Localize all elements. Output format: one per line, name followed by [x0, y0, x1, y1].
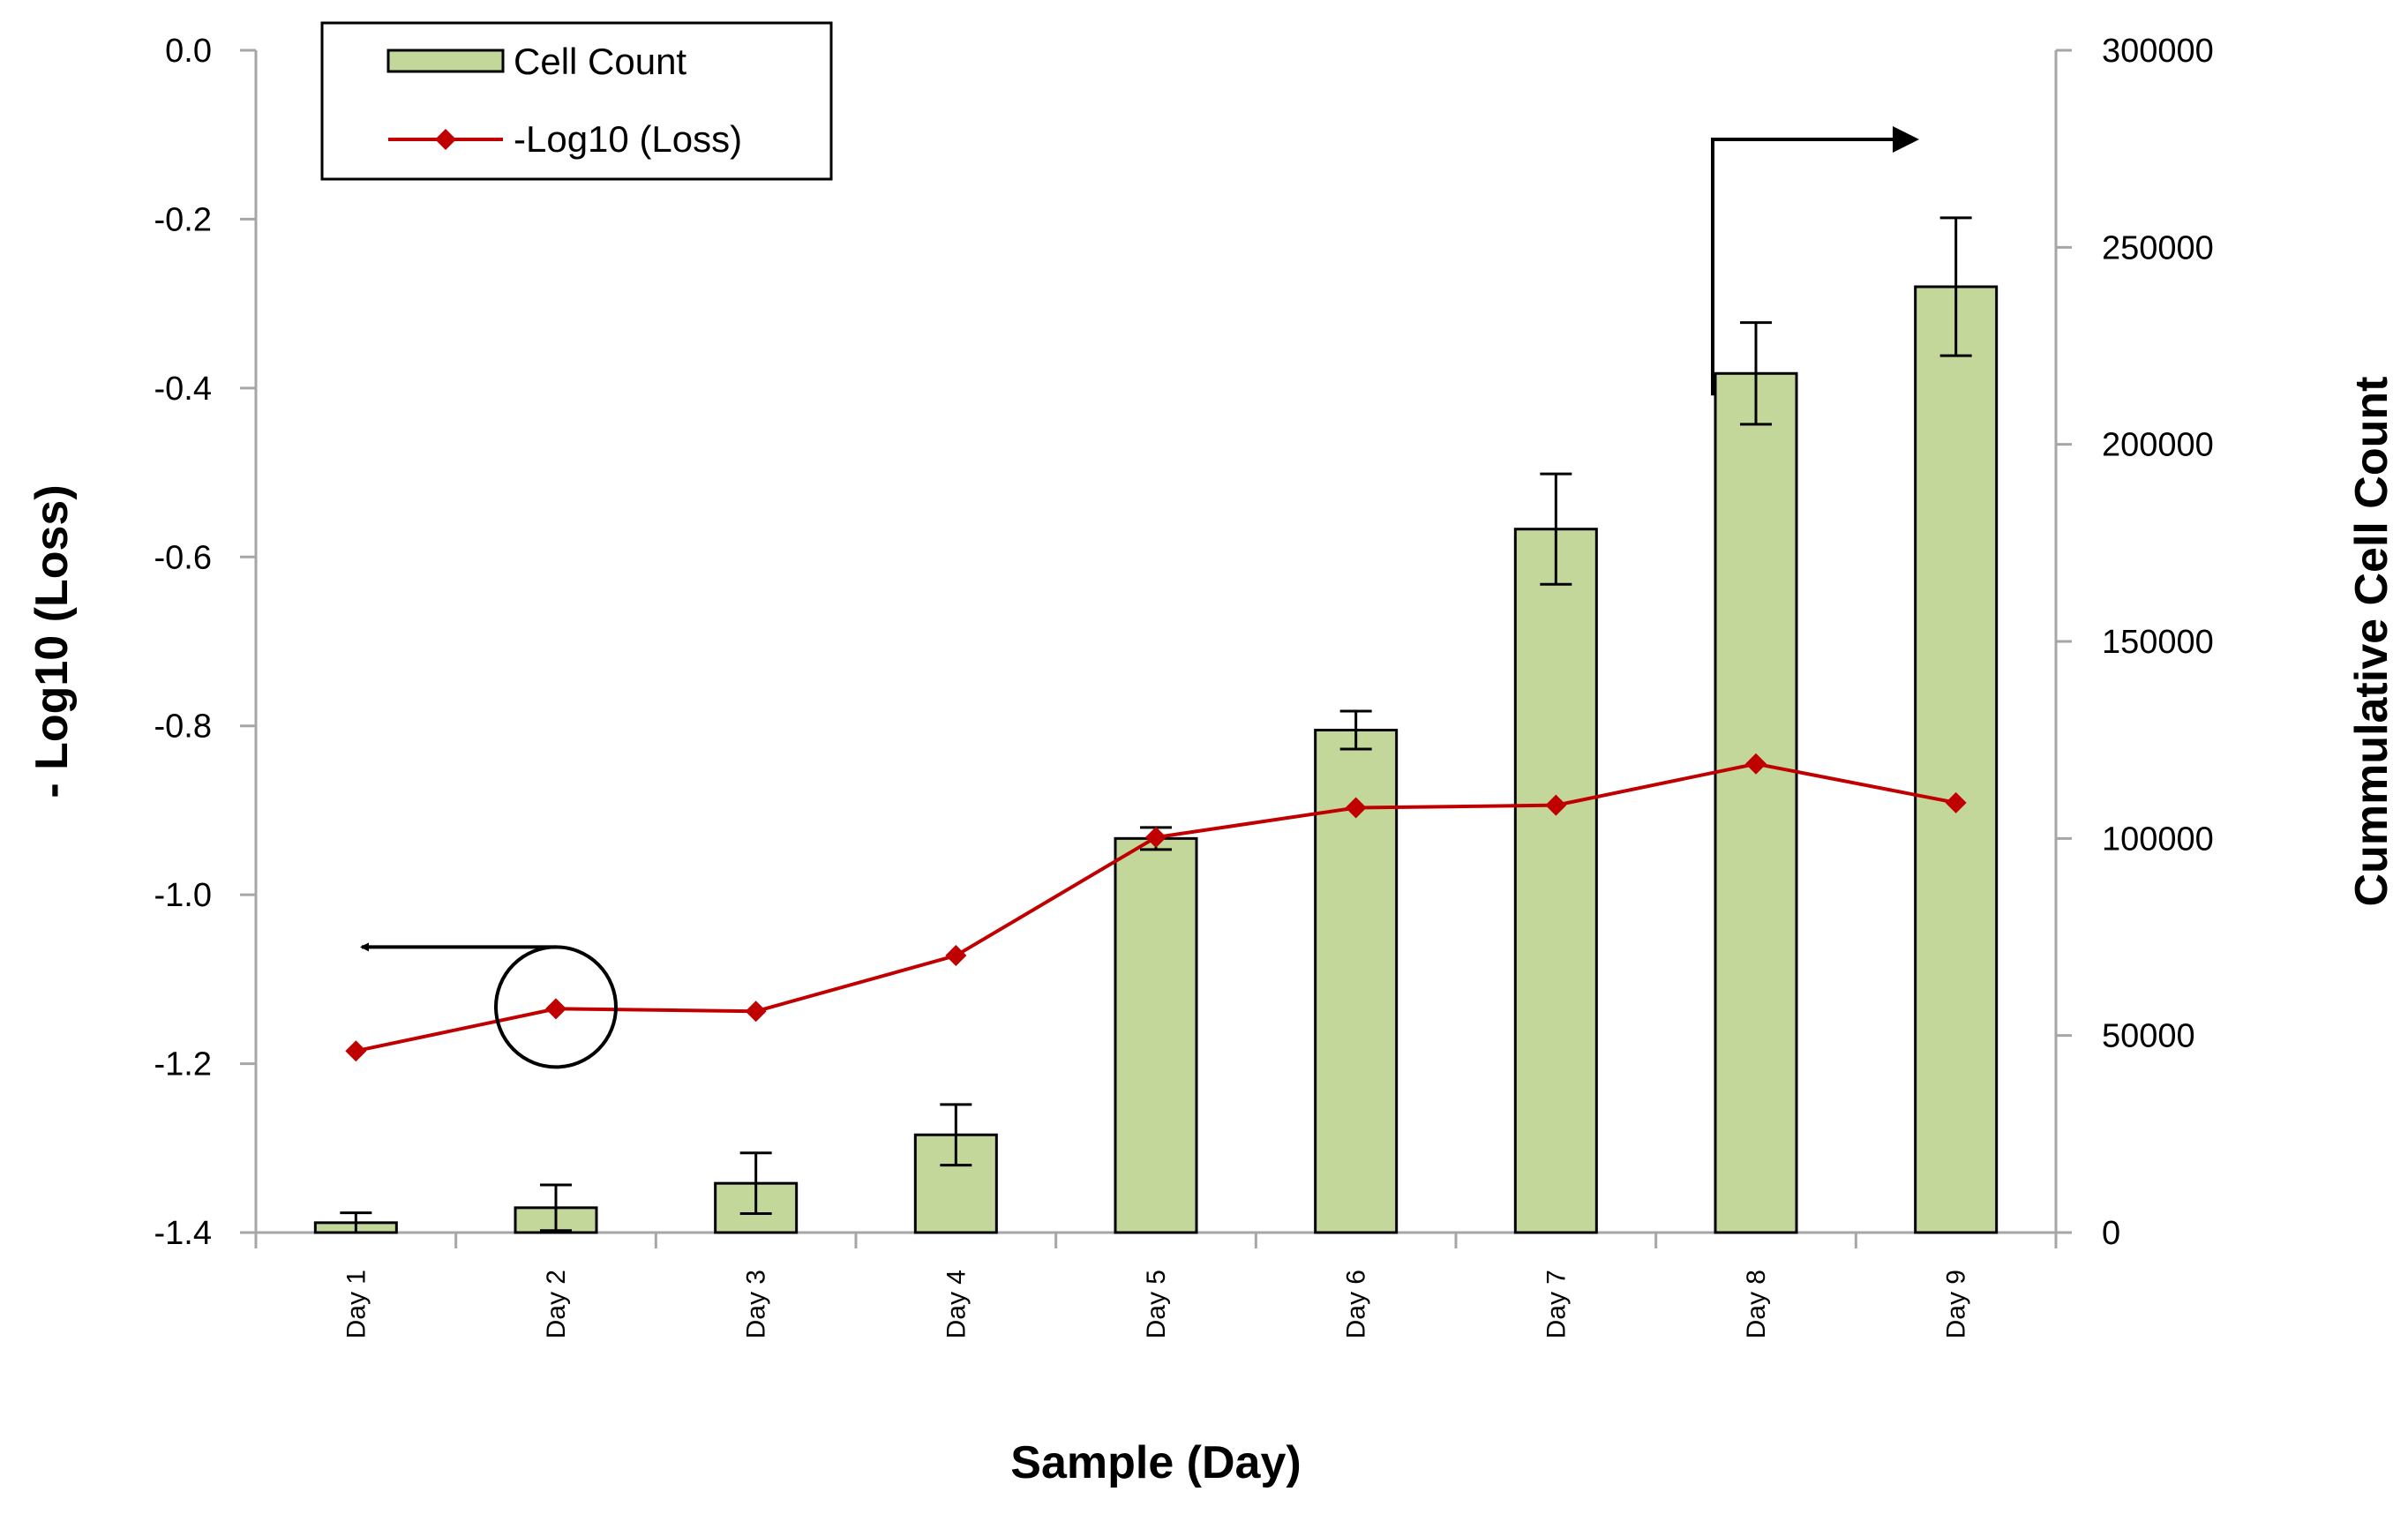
loss-point [1145, 827, 1166, 849]
right-axis-tick-label: 0 [2102, 1215, 2120, 1252]
loss-point [345, 1040, 367, 1062]
x-axis-tick-label: Day 6 [1342, 1270, 1371, 1338]
x-axis-tick-label: Day 8 [1742, 1270, 1771, 1338]
loss-point [745, 1001, 767, 1023]
cell-count-bar [1714, 371, 1798, 1234]
right-arrow-line [1711, 138, 1893, 396]
error-bar [1740, 321, 1772, 426]
left-axis-tick-label: -1.0 [154, 877, 212, 914]
loss-point [1945, 791, 1967, 813]
left-axis-tick-label: 0.0 [165, 33, 212, 70]
loss-point [1545, 794, 1567, 816]
error-bar [1540, 472, 1572, 586]
error-bar [739, 1151, 772, 1216]
error-bar [940, 1103, 972, 1167]
right-axis-title: Cummulative Cell Count [2346, 377, 2397, 907]
error-bar [340, 1211, 372, 1234]
legend-bar-swatch [386, 49, 505, 73]
right-axis-tick-label: 150000 [2102, 624, 2214, 661]
left-axis-tick-label: -1.2 [154, 1046, 212, 1083]
right-axis-tick-label: 50000 [2102, 1018, 2195, 1055]
loss-point [545, 998, 566, 1020]
error-bar [1939, 216, 1972, 357]
right-arrow-head [1893, 126, 1919, 153]
error-bar [1339, 709, 1372, 751]
x-axis-tick-label: Day 3 [742, 1270, 771, 1338]
legend-label-cell-count: Cell Count [514, 41, 686, 82]
x-axis-tick-label: Day 5 [1142, 1270, 1171, 1338]
error-bar [540, 1183, 572, 1233]
left-axis-tick-label: -0.6 [154, 539, 212, 576]
right-axis-tick-label: 250000 [2102, 229, 2214, 266]
legend-label-loss: -Log10 (Loss) [514, 118, 742, 160]
right-axis-tick-label: 100000 [2102, 821, 2214, 858]
left-axis-tick-label: -0.2 [154, 201, 212, 238]
right-axis-tick-label: 200000 [2102, 427, 2214, 464]
legend-line-marker [435, 129, 456, 150]
x-axis-tick-label: Day 7 [1542, 1270, 1571, 1338]
x-axis-tick-label: Day 4 [941, 1270, 971, 1338]
loss-point [945, 945, 967, 967]
x-axis-tick-label: Day 2 [542, 1270, 571, 1338]
cell-count-bar [1914, 285, 1999, 1234]
cell-count-bar [1513, 528, 1598, 1234]
loss-point [1345, 797, 1367, 819]
left-axis-tick-label: -1.4 [154, 1215, 212, 1252]
x-axis-tick-label: Day 1 [341, 1270, 371, 1338]
left-axis-tick-label: -0.8 [154, 708, 212, 746]
loss-point [1745, 753, 1767, 775]
cell-count-bar [1114, 836, 1198, 1234]
left-axis-tick-label: -0.4 [154, 371, 212, 408]
x-axis-tick-label: Day 9 [1942, 1270, 1971, 1338]
x-axis-title: Sample (Day) [1010, 1437, 1301, 1488]
right-axis-tick-label: 300000 [2102, 33, 2214, 70]
left-axis-title: - Log10 (Loss) [26, 484, 78, 798]
